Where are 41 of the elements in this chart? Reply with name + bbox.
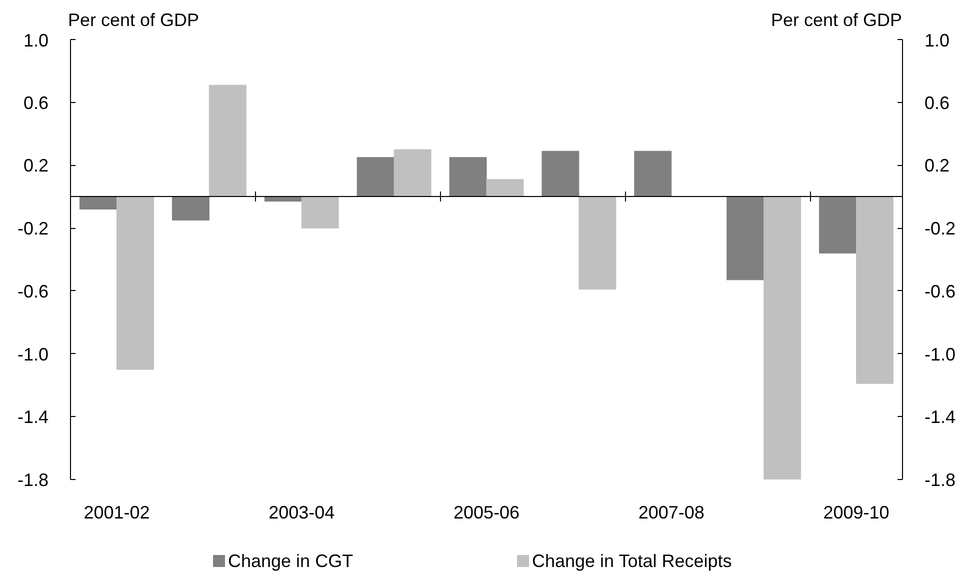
y-tick-label: -0.6 [17,281,49,302]
legend-label: Change in Total Receipts [532,551,732,571]
y2-tick-label: -0.6 [924,281,956,302]
y-tick-label: -1.4 [17,407,49,428]
y2-tick-label: -0.2 [924,218,956,239]
x-tick-label: 2003-04 [268,502,335,522]
bar [394,149,432,197]
bar [578,196,616,290]
bar [172,196,210,220]
legend-label: Change in CGT [228,551,354,571]
y2-tick-label: -1.0 [924,344,956,364]
bar [301,196,339,228]
y-tick-label: 0.2 [23,156,49,176]
y-tick-label: -1.0 [17,344,49,364]
x-tick-label: 2007-08 [638,502,704,522]
y-tick-label: -0.2 [17,218,49,239]
bar [856,196,894,384]
bar [79,196,117,210]
x-tick-label: 2009-10 [823,502,890,522]
y-tick-label: 1.0 [23,30,49,50]
y-tick-label: -1.8 [17,470,49,490]
bar [726,196,764,280]
bar [449,157,487,197]
x-tick-label: 2001-02 [84,502,150,522]
bar [116,196,154,370]
y2-tick-label: -1.4 [924,407,956,428]
bar [819,196,857,254]
y2-tick-label: 0.2 [924,156,950,176]
y2-tick-label: -1.8 [924,470,956,490]
bar [356,157,394,197]
bar [542,150,580,197]
y-axis-title: Per cent of GDP [68,10,200,30]
y-tick-label: 0.6 [23,92,49,113]
x-tick-label: 2005-06 [453,502,520,522]
bar [208,84,246,197]
y2-tick-label: 1.0 [924,30,950,50]
bar [486,179,524,197]
y2-axis-title: Per cent of GDP [770,10,902,30]
bar [634,150,672,197]
bar [764,196,802,480]
y2-tick-label: 0.6 [924,92,950,113]
